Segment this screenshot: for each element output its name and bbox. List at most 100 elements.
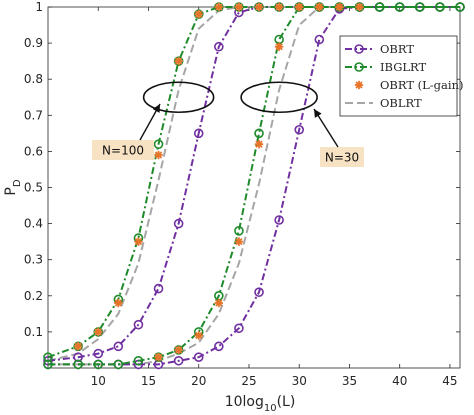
data-point — [194, 10, 203, 19]
data-point — [234, 226, 244, 236]
data-point — [153, 283, 164, 294]
legend: OBRT IBGLRT OBRT (L-gain) OBLRT — [339, 35, 463, 117]
data-point — [234, 2, 244, 12]
data-point — [73, 342, 83, 351]
legend-marker — [354, 62, 364, 72]
legend-marker — [354, 44, 364, 54]
data-point — [173, 218, 184, 229]
data-point — [234, 237, 244, 246]
series-line — [48, 6, 460, 366]
series-line — [48, 6, 460, 366]
x-tick-label: 25 — [241, 374, 256, 388]
series-obrt-l-gain-n30 — [154, 2, 344, 362]
data-point — [94, 327, 103, 337]
x-axis-label-sub: 10 — [264, 403, 277, 414]
y-tick-label: 0.8 — [24, 72, 43, 86]
legend-entry: OBLRT — [345, 96, 422, 110]
annotation-box — [92, 140, 154, 160]
data-point — [214, 2, 224, 12]
x-tick-label: 10 — [91, 374, 106, 388]
legend-label: OBLRT — [380, 96, 422, 110]
data-point — [153, 139, 164, 149]
x-axis-label-main: 10log — [225, 394, 264, 410]
x-axis-label-tail: (L) — [277, 394, 296, 410]
data-point — [113, 359, 124, 370]
data-point — [415, 2, 425, 12]
data-point — [355, 2, 364, 12]
data-point — [254, 128, 264, 139]
data-point — [234, 323, 244, 334]
annotation-ellipse — [240, 81, 318, 114]
data-point — [193, 128, 204, 139]
legend-label: OBRT (L-gain) — [380, 78, 463, 92]
data-point — [254, 287, 264, 297]
data-point — [93, 348, 104, 359]
y-axis-label-main: P — [3, 187, 19, 195]
data-point — [133, 319, 144, 330]
x-tick-label: 15 — [141, 374, 156, 388]
data-point — [134, 237, 143, 246]
data-point — [294, 124, 305, 135]
data-point — [335, 2, 344, 12]
data-point — [315, 2, 324, 12]
data-point — [173, 355, 184, 366]
annotation-group: N=100 N=30 — [92, 81, 364, 167]
data-point — [435, 2, 445, 12]
data-point — [114, 298, 123, 308]
data-point — [154, 150, 163, 160]
y-tick-label: 0.6 — [24, 144, 43, 158]
legend-entry: IBGLRT — [345, 60, 426, 74]
data-point — [43, 359, 53, 370]
x-tick-label: 45 — [442, 374, 457, 388]
data-point — [254, 139, 264, 149]
y-tick-label: 0.3 — [24, 253, 43, 267]
data-point — [254, 2, 264, 12]
data-point — [154, 352, 163, 362]
data-point — [73, 359, 83, 370]
x-tick-label: 20 — [191, 374, 206, 388]
data-point — [274, 42, 284, 51]
data-point — [93, 359, 104, 370]
annotation-arrowhead — [314, 109, 322, 118]
data-point — [394, 2, 405, 12]
legend-marker — [354, 80, 364, 90]
y-tick-label: 0.9 — [24, 36, 43, 50]
data-point — [214, 341, 224, 352]
series-group — [43, 2, 465, 370]
x-tick-label: 35 — [342, 374, 357, 388]
x-tick-label: 40 — [392, 374, 407, 388]
annotation-ellipse — [142, 81, 215, 114]
annotation-box — [320, 147, 364, 167]
y-tick-label: 1 — [35, 0, 43, 14]
data-point — [274, 215, 284, 225]
data-point — [274, 2, 284, 12]
data-point — [174, 345, 183, 355]
y-tick-label: 0.1 — [24, 325, 43, 339]
data-point — [295, 2, 304, 12]
data-point — [193, 352, 204, 362]
data-point — [194, 331, 203, 340]
y-tick-label: 0.4 — [24, 217, 43, 231]
annotation-label: N=30 — [325, 151, 359, 165]
data-point — [113, 341, 124, 352]
y-axis-label-sub: D — [12, 179, 23, 187]
legend-entry: OBRT (L-gain) — [354, 78, 463, 92]
annotation-label: N=100 — [102, 144, 144, 158]
y-tick-label: 0.5 — [24, 181, 43, 195]
data-point — [374, 2, 385, 12]
series-obrt-l-gain-n100 — [73, 2, 364, 351]
x-tick-label: 30 — [292, 374, 307, 388]
x-axis-label: 10log10(L) — [225, 394, 296, 414]
annotation-arrowhead — [152, 104, 160, 113]
data-point — [314, 34, 325, 45]
data-point — [214, 298, 224, 308]
y-axis-label: PD — [3, 179, 23, 195]
data-point — [214, 41, 224, 52]
legend-label: IBGLRT — [380, 60, 426, 74]
data-point — [174, 56, 183, 66]
legend-entry: OBRT — [345, 42, 414, 56]
data-point — [133, 355, 144, 366]
y-tick-label: 0.7 — [24, 108, 43, 122]
legend-label: OBRT — [380, 42, 414, 56]
